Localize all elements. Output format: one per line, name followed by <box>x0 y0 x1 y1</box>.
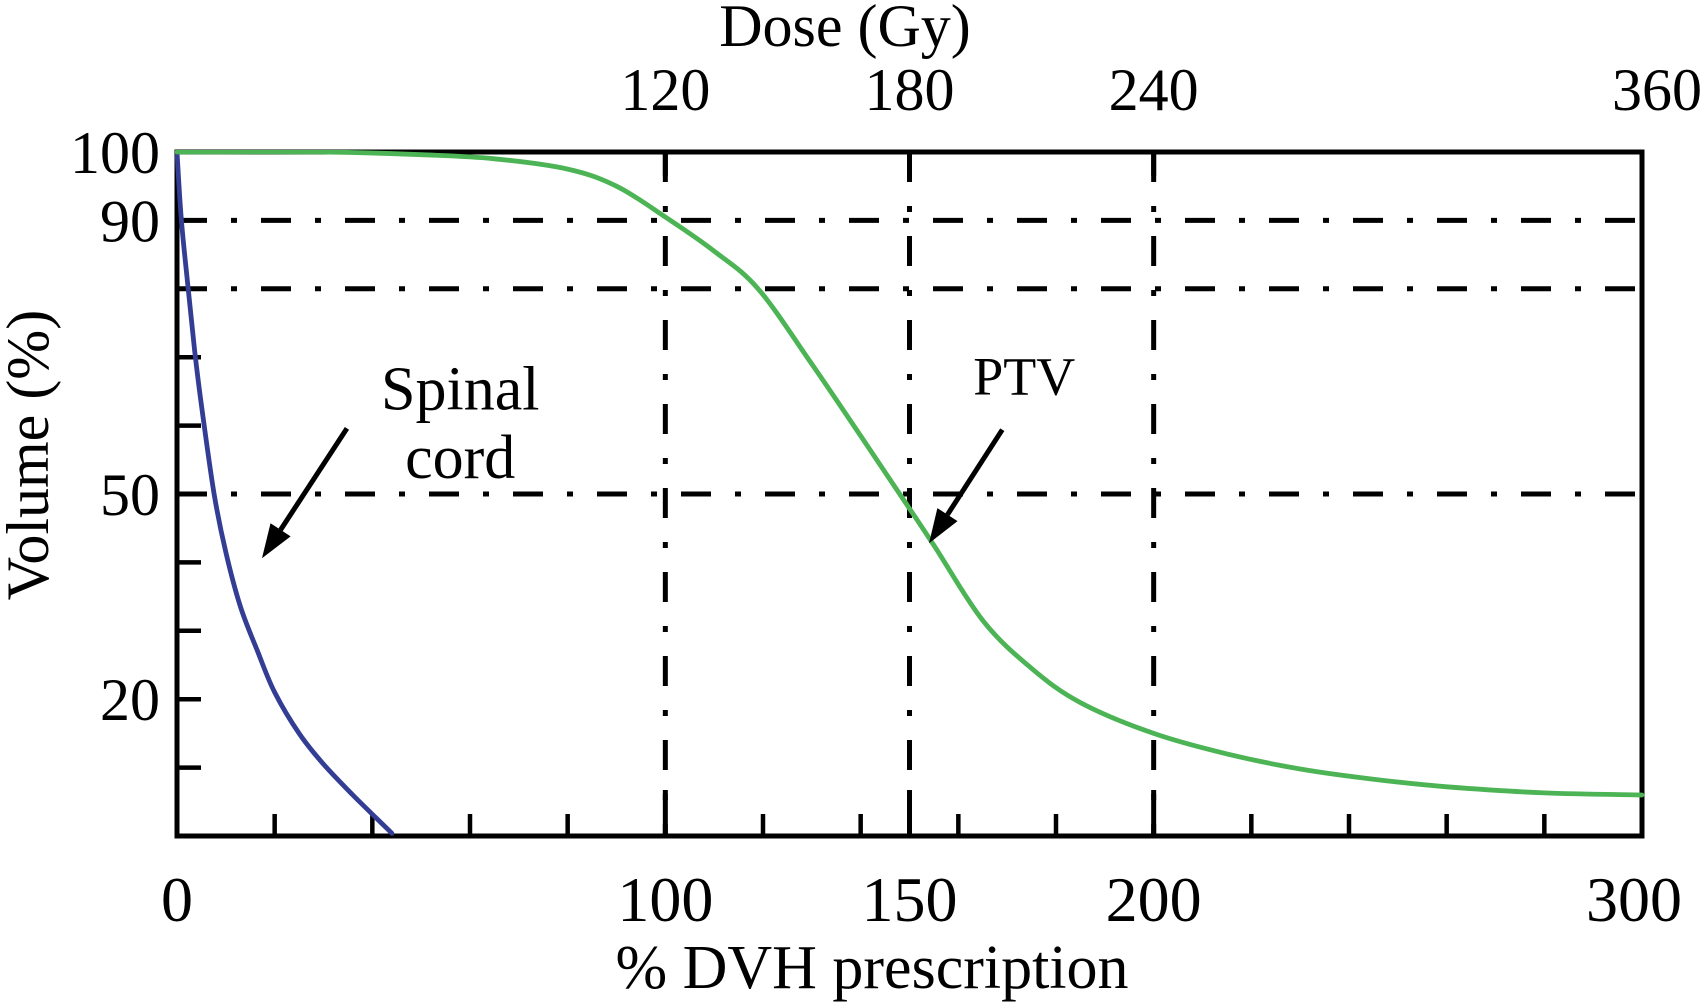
plot-frame <box>174 149 1645 839</box>
x-tick-label-300: 300 <box>1586 864 1682 935</box>
spinal-cord-curve <box>175 150 395 836</box>
top-tick-label-180: 180 <box>865 57 955 123</box>
x-tick-label-0: 0 <box>161 864 193 935</box>
y-tick-label-20: 20 <box>100 667 160 733</box>
ptv-curve <box>175 150 1645 798</box>
top-tick-label-360: 360 <box>1612 57 1702 123</box>
x-tick-label-150: 150 <box>862 864 958 935</box>
top-tick-label-240: 240 <box>1109 57 1199 123</box>
y-tick-label-50: 50 <box>100 462 160 528</box>
y-tick-label-90: 90 <box>100 188 160 254</box>
x-axis-title: % DVH prescription <box>615 934 1128 1002</box>
x-tick-label-100: 100 <box>617 864 713 935</box>
spinal-cord-arrow-shaft <box>278 426 350 532</box>
y-tick-label-100: 100 <box>70 120 160 186</box>
top-tick-label-120: 120 <box>620 57 710 123</box>
top-axis-title: Dose (Gy) <box>719 0 971 59</box>
y-axis-title: Volume (%) <box>0 310 61 601</box>
spinal-cord-label: Spinal <box>381 356 539 424</box>
ptv-arrow-head <box>929 508 958 544</box>
ptv-arrow-shaft <box>945 428 1005 517</box>
x-tick-label-200: 200 <box>1106 864 1202 935</box>
spinal-cord-label: cord <box>405 424 515 492</box>
curves <box>175 150 1645 836</box>
spinal-cord-arrow-head <box>261 523 291 559</box>
axis-ticks <box>177 152 1547 836</box>
gridlines <box>177 152 1642 836</box>
ptv-label: PTV <box>973 347 1075 407</box>
